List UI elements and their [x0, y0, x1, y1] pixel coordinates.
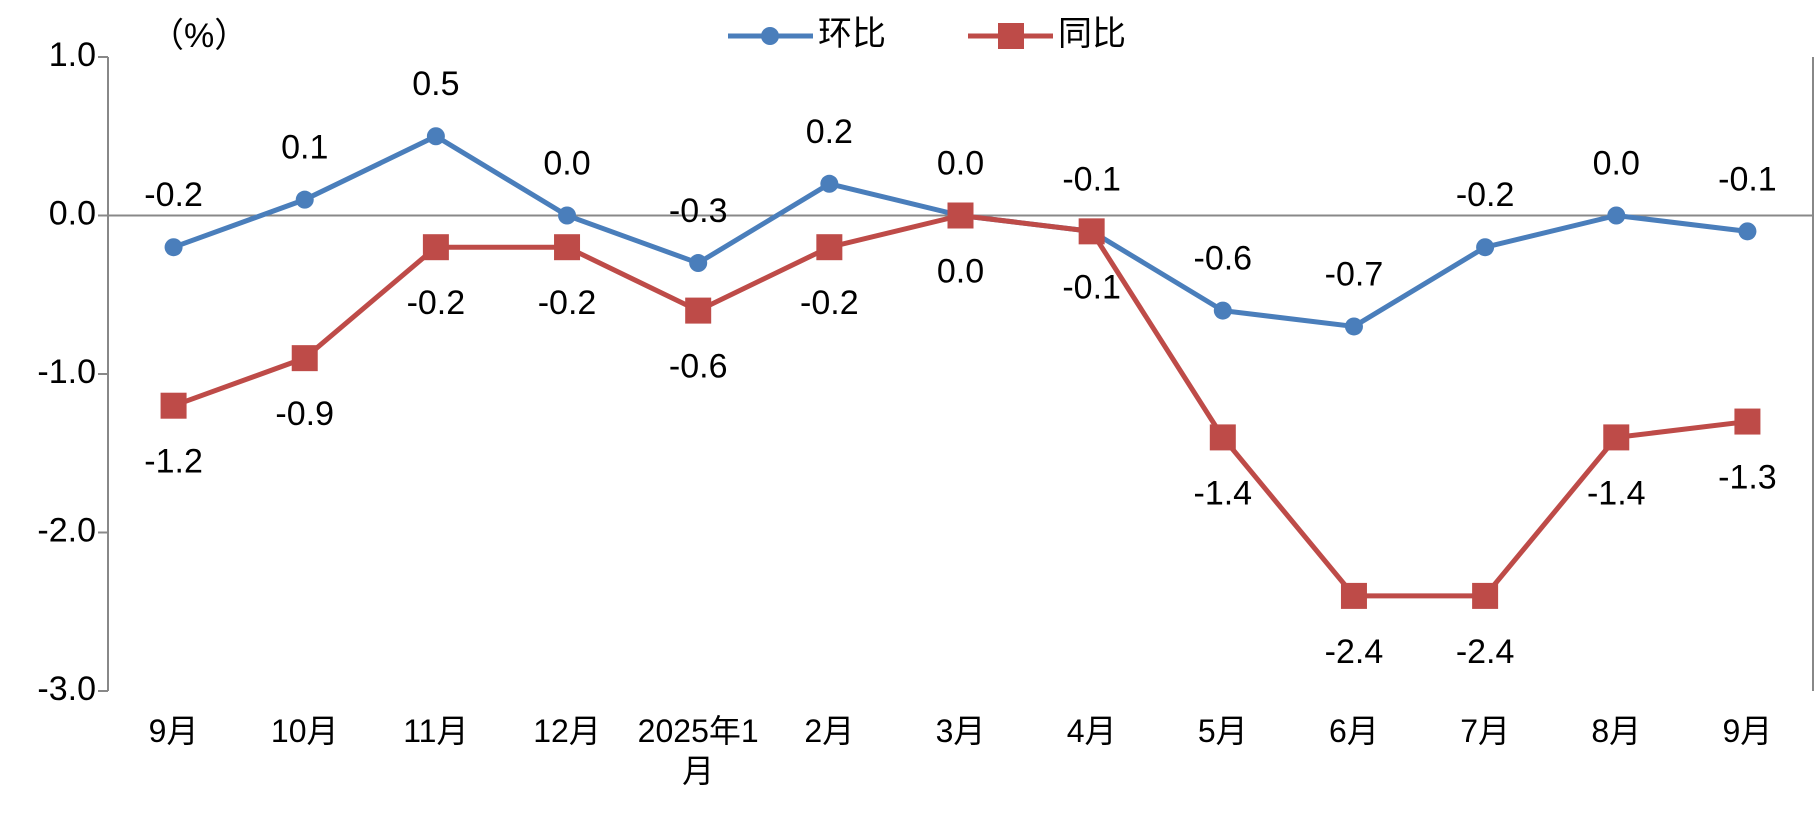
marker: [685, 297, 712, 324]
data-label: -0.2: [407, 284, 466, 322]
x-tick-wrap: 5月: [1197, 713, 1248, 749]
data-label: -0.2: [144, 176, 203, 214]
marker: [1476, 238, 1495, 257]
x-tick-wrap: 12月: [533, 713, 601, 749]
marker: [164, 238, 183, 257]
y-unit: （%）: [150, 17, 248, 55]
marker: [1078, 218, 1105, 245]
y-tick-label: -2.0: [37, 511, 96, 549]
x-tick-label: 12月: [533, 713, 601, 749]
marker: [947, 202, 974, 229]
x-tick-label: 8月: [1591, 713, 1642, 749]
x-tick-wrap: 2月: [804, 713, 855, 749]
x-tick-wrap: 8月: [1591, 713, 1642, 749]
data-label: -0.6: [669, 348, 728, 386]
y-tick-label: -1.0: [37, 353, 96, 391]
x-tick-label: 9月: [148, 713, 199, 749]
marker: [558, 206, 577, 225]
data-label: 0.0: [937, 144, 984, 182]
data-label: 0.2: [806, 113, 853, 151]
x-tick-wrap: 7月: [1460, 713, 1510, 749]
x-tick-wrap: 4月: [1066, 713, 1117, 749]
x-tick-wrap: 10月: [270, 713, 339, 749]
marker: [1603, 424, 1630, 451]
data-label: 0.0: [1593, 144, 1640, 182]
x-tick-wrap: 9月: [148, 713, 199, 749]
data-label: 0.1: [281, 129, 328, 167]
marker: [554, 234, 581, 261]
x-tick-wrap: 3月: [935, 713, 986, 749]
data-label: -0.2: [538, 284, 597, 322]
marker: [291, 345, 318, 372]
data-label: -0.1: [1062, 160, 1121, 198]
marker: [689, 254, 708, 273]
marker: [160, 392, 187, 419]
data-label: -0.1: [1718, 160, 1777, 198]
x-tick-label: 5月: [1197, 713, 1248, 749]
marker: [816, 234, 843, 261]
marker: [1738, 222, 1757, 241]
marker: [1734, 408, 1761, 435]
data-label: 0.0: [937, 252, 984, 290]
x-tick-label: 9月: [1722, 713, 1773, 749]
x-tick-label: 10月: [270, 713, 339, 749]
data-label: -0.2: [1456, 176, 1515, 214]
marker: [1209, 424, 1236, 451]
data-label: -0.3: [669, 192, 728, 230]
x-tick-label: 7月: [1460, 713, 1510, 749]
data-label: -1.3: [1718, 459, 1777, 497]
data-label: 0.5: [412, 65, 459, 103]
marker: [426, 127, 445, 146]
x-tick-label: 3月: [935, 713, 986, 749]
data-label: -2.4: [1325, 633, 1384, 671]
data-label: -0.2: [800, 284, 859, 322]
marker: [422, 234, 449, 261]
legend-marker: [998, 23, 1024, 49]
legend-label: 环比: [818, 15, 886, 53]
marker: [1213, 301, 1232, 320]
x-tick-wrap: 2025年1月: [637, 713, 759, 789]
data-label: -0.1: [1062, 268, 1121, 306]
data-label: -0.9: [275, 395, 334, 433]
marker: [1340, 582, 1367, 609]
x-tick-label: 2月: [804, 713, 855, 749]
x-tick-label: 11月: [403, 713, 469, 749]
x-tick-label: 2025年1月: [637, 713, 759, 789]
data-label: -2.4: [1456, 633, 1515, 671]
x-tick-label: 6月: [1329, 713, 1379, 749]
data-label: 0.0: [543, 144, 590, 182]
data-label: -0.6: [1194, 240, 1253, 278]
y-tick-label: 1.0: [49, 36, 96, 74]
marker: [295, 190, 314, 209]
legend-label: 同比: [1058, 15, 1126, 53]
x-tick-wrap: 11月: [403, 713, 469, 749]
data-label: -0.7: [1325, 255, 1384, 293]
x-tick-wrap: 6月: [1329, 713, 1379, 749]
marker: [1344, 317, 1363, 336]
data-label: -1.4: [1587, 474, 1646, 512]
x-tick-label: 4月: [1066, 713, 1117, 749]
data-label: -1.4: [1194, 474, 1253, 512]
marker: [820, 174, 839, 193]
x-tick-wrap: 9月: [1722, 713, 1773, 749]
marker: [1472, 582, 1499, 609]
legend-marker: [761, 27, 779, 45]
data-label: -1.2: [144, 443, 203, 481]
y-tick-label: 0.0: [49, 194, 96, 232]
marker: [1607, 206, 1626, 225]
y-tick-label: -3.0: [37, 670, 96, 708]
